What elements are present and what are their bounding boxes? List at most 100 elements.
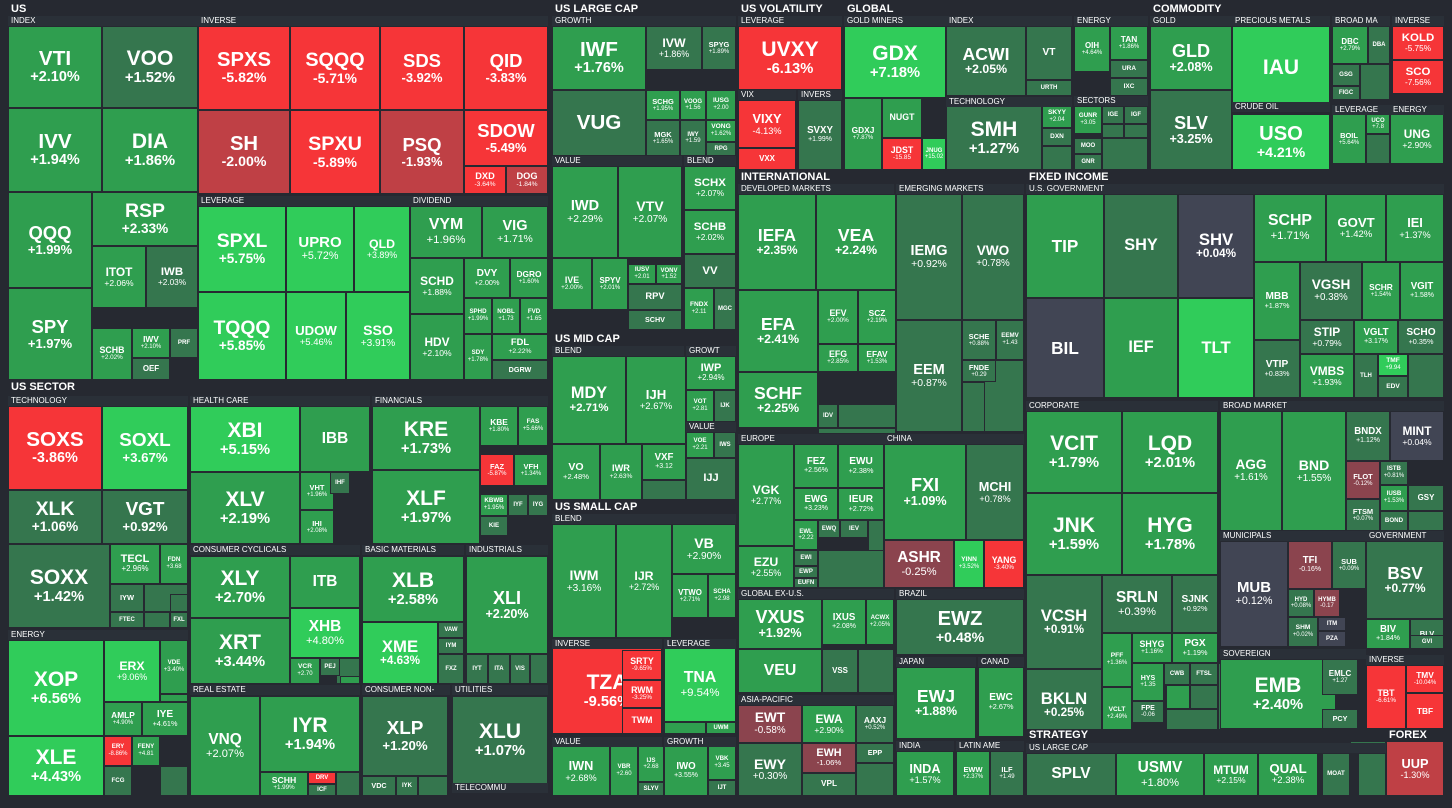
etf-tile-biv[interactable]: BIV +1.84% [1366, 619, 1410, 649]
etf-tile-schd[interactable]: SCHD +1.88% [410, 258, 464, 314]
etf-tile-drv[interactable]: DRV [308, 772, 336, 784]
etf-tile-vtwo[interactable]: VTWO +2.71% [672, 574, 708, 618]
etf-tile-icf[interactable]: ICF [308, 784, 336, 796]
etf-tile-eufn[interactable]: EUFN [794, 578, 818, 588]
etf-tile-fpe[interactable]: FPE -0.06 [1132, 701, 1164, 723]
etf-tile-mtum[interactable]: MTUM +2.15% [1204, 753, 1258, 796]
etf-tile-iwy[interactable]: IWY +1.59 [680, 120, 706, 156]
etf-tile-vo[interactable]: VO +2.48% [552, 444, 600, 500]
etf-tile-inda[interactable]: INDA +1.57% [896, 751, 954, 796]
etf-tile-ijk[interactable]: IJK [714, 390, 736, 422]
etf-tile-xly[interactable]: XLY +2.70% [190, 556, 290, 618]
etf-tile-iye[interactable]: IYE +4.61% [142, 702, 188, 736]
etf-tile-pff[interactable]: PFF +1.36% [1102, 633, 1132, 687]
etf-tile-bil[interactable]: BIL [1026, 298, 1104, 398]
etf-tile-uso[interactable]: USO +4.21% [1232, 114, 1330, 170]
etf-tile-spy[interactable]: SPY +1.97% [8, 288, 92, 380]
etf-tile-iemg[interactable]: IEMG +0.92% [896, 194, 962, 320]
etf-tile-dba[interactable]: DBA [1368, 26, 1390, 64]
etf-tile-pza[interactable]: PZA [1318, 631, 1346, 647]
etf-tile-iwn[interactable]: IWN +2.68% [552, 746, 610, 796]
etf-tile-hymb[interactable]: HYMB -0.17 [1314, 589, 1340, 617]
etf-tile-ijs[interactable]: IJS +2.68 [638, 746, 664, 782]
etf-tile-iefa[interactable]: IEFA +2.35% [738, 194, 816, 290]
etf-tile-efa[interactable]: EFA +2.41% [738, 290, 818, 372]
etf-tile-kre[interactable]: KRE +1.73% [372, 406, 480, 470]
etf-tile-ewl[interactable]: EWL +2.22 [794, 520, 818, 550]
etf-tile-ijj[interactable]: IJJ [686, 458, 736, 500]
etf-tile-soxs[interactable]: SOXS -3.86% [8, 406, 102, 490]
etf-tile-gsy[interactable]: GSY [1408, 485, 1444, 511]
etf-tile-sphd[interactable]: SPHD +1.99% [464, 298, 492, 334]
etf-tile-dbc[interactable]: DBC +2.79% [1332, 26, 1368, 64]
etf-tile-vaw[interactable]: VAW [438, 622, 464, 638]
etf-tile-xlv[interactable]: XLV +2.19% [190, 472, 300, 544]
etf-tile-vbk[interactable]: VBK +3.45 [708, 746, 736, 780]
etf-tile-kbwb[interactable]: KBWB +1.95% [480, 494, 508, 516]
etf-tile-tecl[interactable]: TECL +2.96% [110, 544, 160, 584]
etf-tile-shy[interactable]: SHY [1104, 194, 1178, 298]
etf-tile-vss[interactable]: VSS [822, 649, 858, 693]
etf-tile-mchi[interactable]: MCHI +0.78% [966, 444, 1024, 540]
etf-tile-sso[interactable]: SSO +3.91% [346, 292, 410, 380]
etf-tile-vym[interactable]: VYM +1.96% [410, 206, 482, 258]
etf-tile-dvy[interactable]: DVY +2.00% [464, 258, 510, 298]
etf-tile-schh[interactable]: SCHH +1.99% [260, 772, 308, 796]
etf-tile-dgrw[interactable]: DGRW [492, 360, 548, 380]
etf-tile-minor[interactable] [418, 776, 448, 796]
etf-tile-epp[interactable]: EPP [856, 743, 894, 763]
etf-tile-xhb[interactable]: XHB +4.80% [290, 608, 360, 658]
etf-tile-vea[interactable]: VEA +2.24% [816, 194, 896, 290]
etf-tile-feny[interactable]: FENY +4.81 [132, 736, 160, 766]
etf-tile-iwd[interactable]: IWD +2.29% [552, 166, 618, 258]
etf-tile-ijr[interactable]: IJR +2.72% [616, 524, 672, 638]
etf-tile-ewu[interactable]: EWU +2.38% [838, 444, 884, 488]
etf-tile-mdy[interactable]: MDY +2.71% [552, 356, 626, 444]
etf-tile-kie[interactable]: KIE [480, 516, 508, 536]
etf-tile-spxu[interactable]: SPXU -5.89% [290, 110, 380, 194]
etf-tile-vug[interactable]: VUG [552, 90, 646, 156]
etf-tile-fxz[interactable]: FXZ [438, 654, 464, 684]
etf-tile-qld[interactable]: QLD +3.89% [354, 206, 410, 292]
etf-tile-ivw[interactable]: IVW +1.86% [646, 26, 702, 70]
etf-tile-schr[interactable]: SCHR +1.54% [1362, 262, 1400, 320]
etf-tile-xle[interactable]: XLE +4.43% [8, 736, 104, 796]
etf-tile-minor[interactable] [336, 772, 360, 796]
etf-tile-ief[interactable]: IEF [1104, 298, 1178, 398]
etf-tile-iev[interactable]: IEV [840, 520, 868, 538]
etf-tile-schv[interactable]: SCHV [628, 310, 682, 330]
etf-tile-soxl[interactable]: SOXL +3.67% [102, 406, 188, 490]
etf-tile-uup[interactable]: UUP -1.30% [1386, 741, 1444, 796]
etf-tile-moo[interactable]: MOO [1074, 138, 1102, 154]
etf-tile-srln[interactable]: SRLN +0.39% [1102, 575, 1172, 633]
etf-tile-gld[interactable]: GLD +2.08% [1150, 26, 1232, 90]
etf-tile-udow[interactable]: UDOW +5.46% [286, 292, 346, 380]
etf-tile-emb[interactable]: EMB +2.40% [1220, 659, 1336, 729]
etf-tile-smh[interactable]: SMH +1.27% [946, 106, 1042, 170]
etf-tile-rwm[interactable]: RWM -3.25% [622, 680, 662, 708]
etf-tile-ihi[interactable]: IHI +2.08% [300, 510, 334, 544]
etf-tile-moat[interactable]: MOAT [1322, 753, 1350, 796]
etf-tile-minor[interactable] [1102, 138, 1148, 170]
etf-tile-schb[interactable]: SCHB +2.02% [92, 328, 132, 380]
etf-tile-jdst[interactable]: JDST -15.85 [882, 138, 922, 170]
etf-tile-minor[interactable] [856, 763, 894, 796]
etf-tile-ftsm[interactable]: FTSM +0.07% [1346, 499, 1380, 531]
etf-tile-ijh[interactable]: IJH +2.67% [626, 356, 686, 444]
etf-tile-gunr[interactable]: GUNR +3.05 [1074, 106, 1102, 134]
etf-tile-ixus[interactable]: IXUS +2.08% [822, 599, 866, 645]
etf-tile-vti[interactable]: VTI +2.10% [8, 26, 102, 108]
etf-tile-vfh[interactable]: VFH +1.34% [514, 454, 548, 486]
etf-tile-acwi[interactable]: ACWI +2.05% [946, 26, 1026, 96]
etf-tile-tna[interactable]: TNA +9.54% [664, 648, 736, 722]
etf-tile-iwv[interactable]: IWV +2.10% [132, 328, 170, 358]
etf-tile-minor[interactable] [1360, 64, 1390, 100]
etf-tile-minor[interactable] [530, 654, 548, 684]
etf-tile-ewa[interactable]: EWA +2.90% [802, 705, 856, 743]
etf-tile-mgc[interactable]: MGC [714, 288, 736, 330]
etf-tile-itm[interactable]: ITM [1318, 617, 1346, 631]
etf-tile-xlb[interactable]: XLB +2.58% [362, 556, 464, 622]
etf-tile-vonv[interactable]: VONV +1.52 [656, 264, 682, 284]
etf-tile-gsg[interactable]: GSG [1332, 64, 1360, 86]
etf-tile-minor[interactable] [144, 612, 170, 628]
